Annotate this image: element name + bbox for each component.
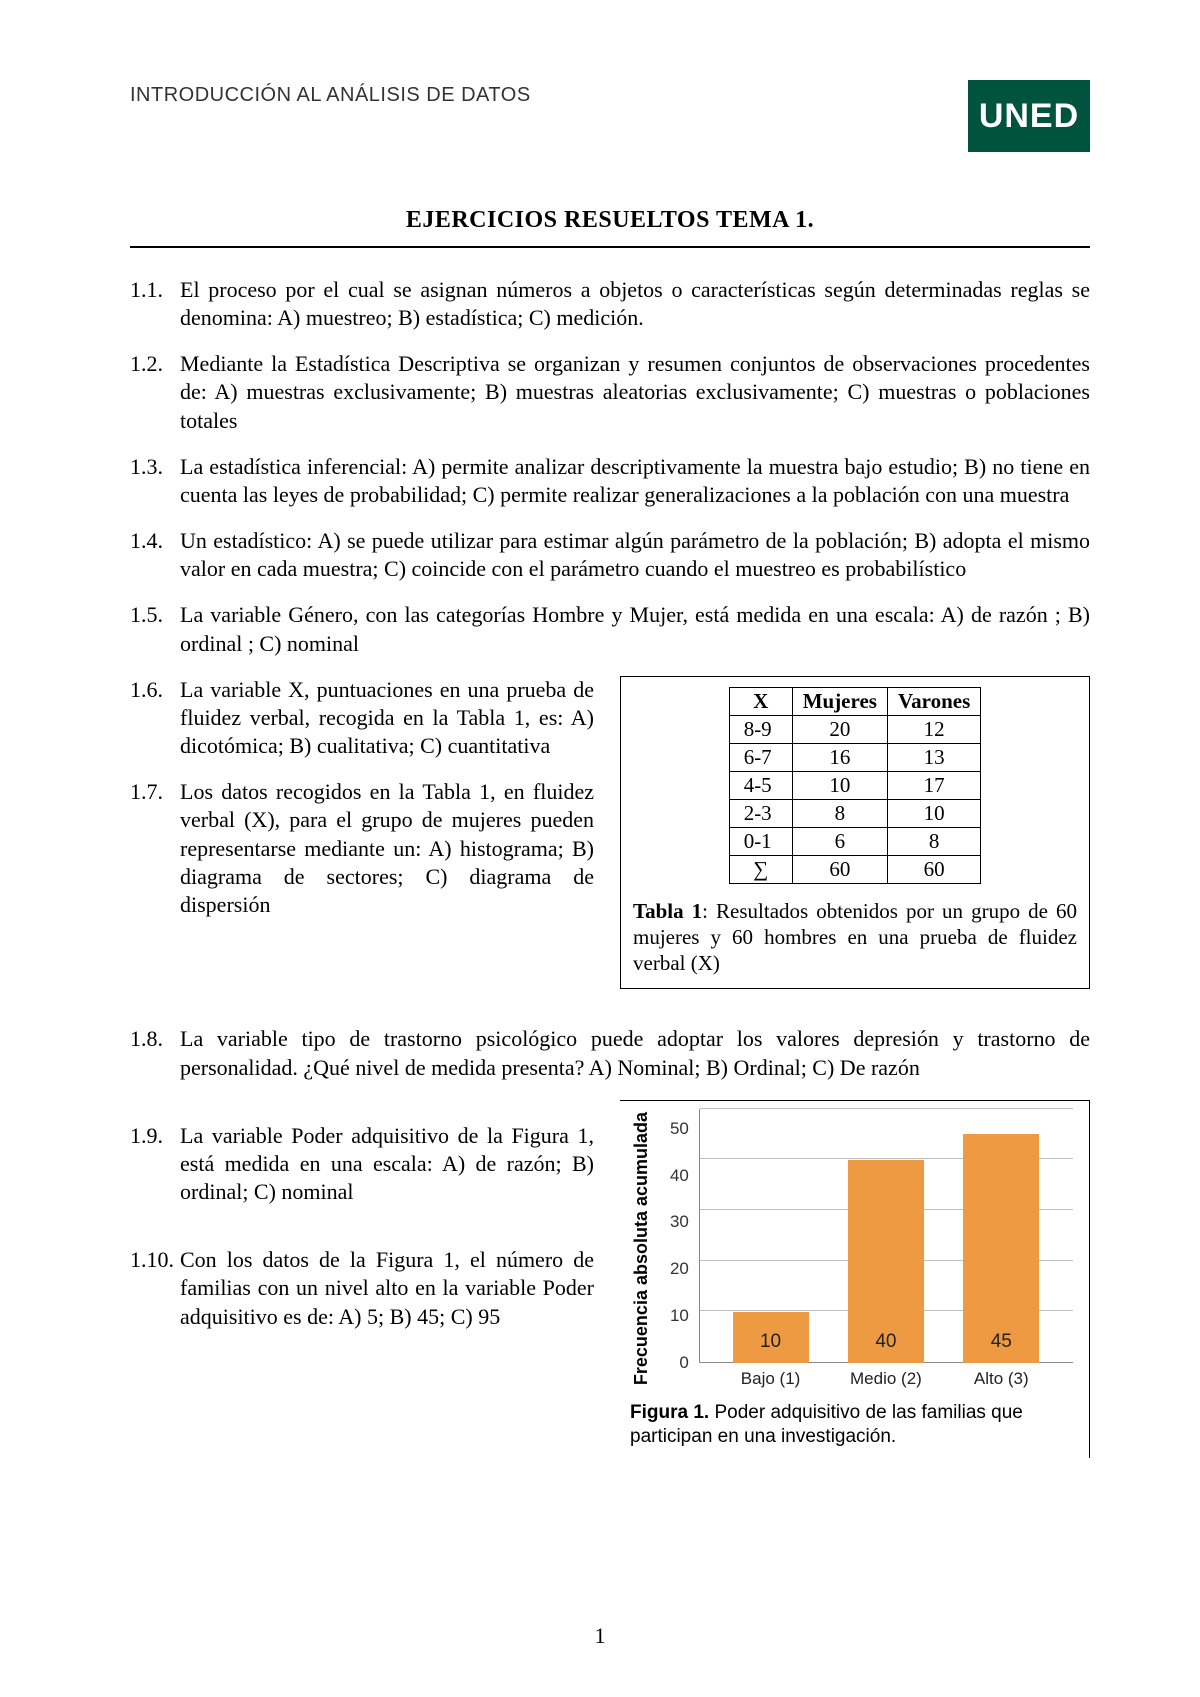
question-number: 1.8. [130,1025,180,1053]
figura-1-chart: Frecuencia absoluta acumulada 0 10 20 30… [630,1109,1079,1389]
table-row: 4-51017 [729,771,981,799]
question-item: 1.3.La estadística inferencial: A) permi… [130,453,1090,509]
chart-section: 1.9.La variable Poder adquisitivo de la … [130,1100,1090,1459]
question-item: 1.5.La variable Género, con las categorí… [130,601,1090,657]
question-text: La variable Género, con las categorías H… [180,601,1090,657]
question-text: La variable Poder adquisitivo de la Figu… [180,1122,594,1206]
question-item: 1.10.Con los datos de la Figura 1, el nú… [130,1246,594,1330]
tabla-1-caption: Tabla 1: Resultados obtenidos por un gru… [633,898,1077,977]
question-text: Mediante la Estadística Descriptiva se o… [180,350,1090,434]
question-text: La variable tipo de trastorno psicológic… [180,1025,1090,1081]
question-list: 1.1.El proceso por el cual se asignan nú… [130,276,1090,658]
question-text: La estadística inferencial: A) permite a… [180,453,1090,509]
table-section: 1.6.La variable X, puntuaciones en una p… [130,676,1090,990]
page-header: INTRODUCCIÓN AL ANÁLISIS DE DATOS UNED [130,80,1090,152]
question-number: 1.10. [130,1246,180,1274]
table-header-row: X Mujeres Varones [729,687,981,715]
question-text: Los datos recogidos en la Tabla 1, en fl… [180,778,594,919]
question-item: 1.4.Un estadístico: A) se puede utilizar… [130,527,1090,583]
chart-bar: 10 [733,1312,809,1363]
chart-yticks: 0 10 20 30 40 50 [657,1109,695,1363]
question-number: 1.5. [130,601,180,629]
question-number: 1.2. [130,350,180,378]
chart-xticks: Bajo (1) Medio (2) Alto (3) [699,1369,1073,1389]
question-number: 1.1. [130,276,180,304]
table-row: 8-92012 [729,715,981,743]
chart-bar-label: 10 [760,1331,781,1353]
chart-bars: 10 40 45 [699,1109,1073,1363]
question-item: 1.8.La variable tipo de trastorno psicol… [130,1025,1090,1081]
page-number: 1 [0,1623,1200,1649]
figura-1-frame: Frecuencia absoluta acumulada 0 10 20 30… [620,1100,1090,1459]
question-item: 1.6.La variable X, puntuaciones en una p… [130,676,594,760]
question-item: 1.7.Los datos recogidos en la Tabla 1, e… [130,778,594,919]
chart-bar: 45 [963,1134,1039,1363]
question-text: La variable X, puntuaciones en una prueb… [180,676,594,760]
table-col-mujeres: Mujeres [792,687,887,715]
chart-bar-label: 45 [991,1331,1012,1353]
chart-bar: 40 [848,1160,924,1363]
tabla-1: X Mujeres Varones 8-92012 6-71613 4-5101… [729,687,982,884]
question-text: Un estadístico: A) se puede utilizar par… [180,527,1090,583]
question-item: 1.2.Mediante la Estadística Descriptiva … [130,350,1090,434]
question-text: Con los datos de la Figura 1, el número … [180,1246,594,1330]
table-row: 0-168 [729,827,981,855]
question-item: 1.9.La variable Poder adquisitivo de la … [130,1122,594,1206]
course-name: INTRODUCCIÓN AL ANÁLISIS DE DATOS [130,84,531,107]
page-title: EJERCICIOS RESUELTOS TEMA 1. [130,207,1090,234]
table-col-varones: Varones [887,687,980,715]
table-row: 2-3810 [729,799,981,827]
question-number: 1.7. [130,778,180,806]
question-item: 1.1.El proceso por el cual se asignan nú… [130,276,1090,332]
chart-bar-label: 40 [875,1331,896,1353]
title-rule [130,246,1090,248]
table-row-sum: ∑6060 [729,855,981,883]
table-row: 6-71613 [729,743,981,771]
table-col-x: X [729,687,792,715]
chart-ylabel: Frecuencia absoluta acumulada [630,1112,653,1385]
tabla-1-frame: X Mujeres Varones 8-92012 6-71613 4-5101… [620,676,1090,990]
question-number: 1.3. [130,453,180,481]
question-text: El proceso por el cual se asignan número… [180,276,1090,332]
uned-logo: UNED [968,80,1090,152]
question-number: 1.4. [130,527,180,555]
question-number: 1.6. [130,676,180,704]
chart-plot: 0 10 20 30 40 50 [657,1109,1079,1389]
figura-1-caption: Figura 1. Poder adquisitivo de las famil… [630,1401,1079,1449]
question-number: 1.9. [130,1122,180,1150]
